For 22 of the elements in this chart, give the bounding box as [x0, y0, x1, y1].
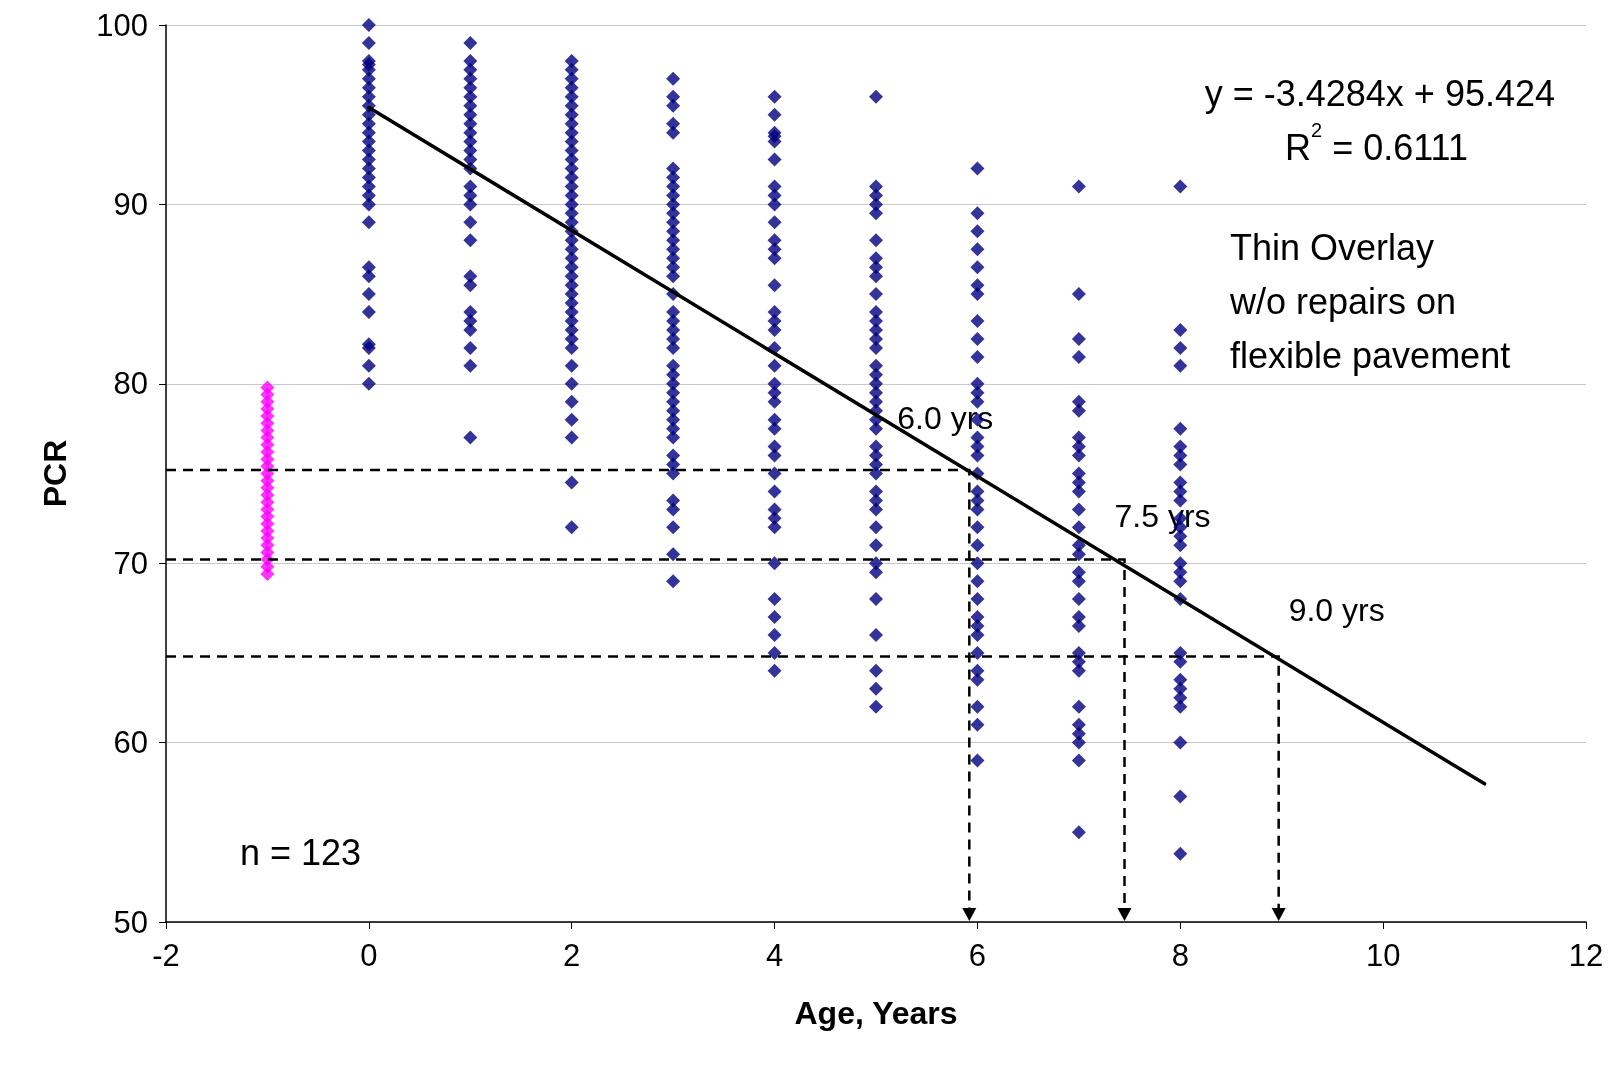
y-tick-label: 50: [113, 904, 148, 940]
x-tick-label: 12: [1568, 938, 1604, 973]
y-tick-label: 70: [113, 545, 148, 581]
annotation: n = 123: [240, 831, 362, 873]
x-tick-label: -2: [152, 938, 180, 973]
y-axis-title: PCR: [37, 439, 73, 508]
x-tick-label: 8: [1171, 938, 1189, 973]
y-tick-label: 90: [113, 186, 148, 222]
x-tick-label: 6: [968, 938, 987, 973]
x-tick-label: 4: [765, 938, 784, 973]
x-tick-label: 10: [1365, 938, 1401, 973]
y-tick-label: 100: [96, 7, 148, 43]
x-tick-label: 2: [563, 938, 581, 973]
annotation: 9.0 yrs: [1288, 592, 1385, 629]
x-axis-title: Age, Years: [794, 995, 958, 1031]
annotation: Thin Overlay w/o repairs on flexible pavement: [1229, 226, 1511, 376]
annotation: 6.0 yrs: [897, 399, 994, 436]
annotation: 7.5 yrs: [1114, 497, 1211, 534]
annotation: y = -3.4284x + 95.424: [1204, 72, 1555, 114]
x-tick-label: 0: [360, 938, 378, 973]
y-tick-label: 60: [113, 725, 148, 761]
y-tick-label: 80: [113, 366, 148, 402]
